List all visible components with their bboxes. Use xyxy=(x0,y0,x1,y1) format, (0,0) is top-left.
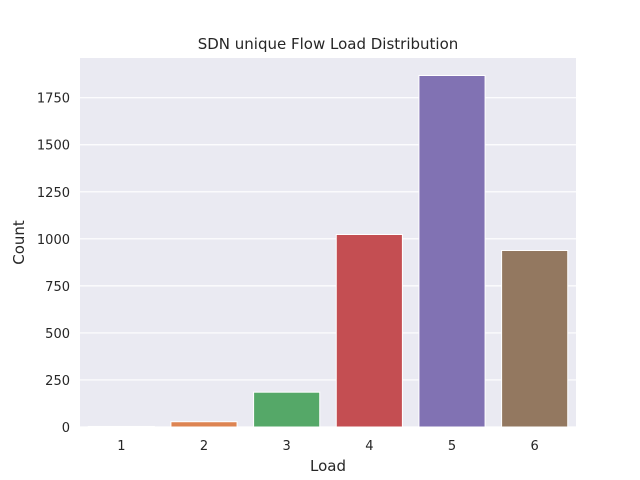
bar-6 xyxy=(501,249,569,428)
x-tick-labels: 1 2 3 4 5 6 xyxy=(117,439,539,454)
y-tick-label: 1500 xyxy=(37,139,70,154)
y-tick-label: 0 xyxy=(62,421,70,436)
x-tick-label: 4 xyxy=(365,439,373,454)
x-axis-label: Load xyxy=(310,457,346,475)
bar-1 xyxy=(87,425,155,428)
bar-2 xyxy=(170,421,238,428)
chart-title: SDN unique Flow Load Distribution xyxy=(198,35,459,53)
y-tick-label: 250 xyxy=(45,374,70,389)
y-tick-label: 1250 xyxy=(37,186,70,201)
gridlines xyxy=(80,97,576,428)
bar-4 xyxy=(335,234,403,428)
x-tick-label: 5 xyxy=(448,439,456,454)
y-tick-label: 1750 xyxy=(37,92,70,107)
plot-area xyxy=(80,58,576,427)
y-tick-label: 1000 xyxy=(37,233,70,248)
bar-5 xyxy=(418,74,486,428)
bars xyxy=(87,74,569,428)
x-tick-label: 3 xyxy=(283,439,291,454)
x-tick-label: 2 xyxy=(200,439,208,454)
bar-3 xyxy=(253,391,321,428)
y-tick-labels: 0 250 500 750 1000 1250 1500 1750 xyxy=(37,92,70,436)
x-tick-label: 6 xyxy=(531,439,539,454)
y-tick-label: 750 xyxy=(45,280,70,295)
y-axis-label: Count xyxy=(10,220,28,265)
y-tick-label: 500 xyxy=(45,327,70,342)
x-tick-label: 1 xyxy=(117,439,125,454)
